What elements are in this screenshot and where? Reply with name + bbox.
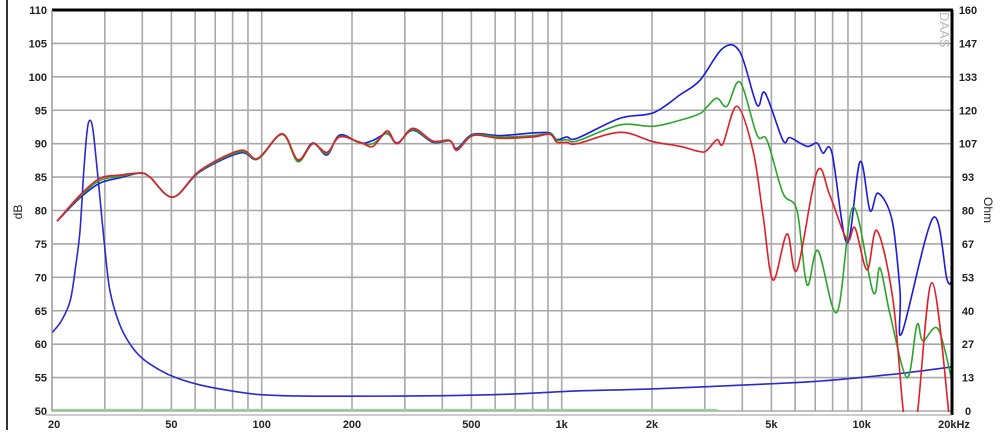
y-tick-label: 75 (35, 239, 47, 251)
x-tick-label: 10k (853, 419, 872, 431)
x-tick-label: 20 (48, 419, 60, 431)
x-tick-label: 500 (462, 419, 480, 431)
y2-tick-label: 0 (965, 406, 971, 418)
y-tick-label: 110 (29, 5, 47, 17)
y2-tick-label: 107 (959, 139, 977, 151)
y2-tick-label: 40 (962, 306, 974, 318)
y-tick-label: 95 (35, 105, 47, 117)
y2-tick-label: 53 (962, 272, 974, 284)
y-axis-label: dB (11, 205, 25, 220)
x-axis-ticks: 20 50 100 200 500 1k 2k 5k 10k 20kHz (48, 419, 970, 431)
series-line-0 (56, 43, 952, 336)
y2-tick-label: 147 (959, 38, 977, 50)
grid (51, 9, 953, 412)
y2-tick-label: 13 (962, 373, 974, 385)
x-tick-label: 5k (765, 419, 778, 431)
y-tick-label: 85 (35, 172, 47, 184)
series-group (52, 43, 952, 412)
y-tick-label: 70 (35, 272, 47, 284)
y2-tick-label: 133 (959, 72, 977, 84)
y-tick-label: 65 (35, 306, 47, 318)
y2-tick-label: 67 (962, 239, 974, 251)
y-axis-ticks: 50 55 60 65 70 75 80 85 90 95 100 105 110 (29, 5, 47, 418)
y2-axis-label: Ohm (981, 197, 995, 223)
y2-tick-label: 93 (962, 172, 974, 184)
series-line-3 (52, 119, 952, 398)
plot-frame (46, 8, 954, 416)
y-tick-label: 90 (35, 139, 47, 151)
y-tick-label: 60 (35, 339, 47, 351)
y2-tick-label: 120 (959, 105, 977, 117)
y-tick-label: 100 (29, 72, 47, 84)
y-tick-label: 55 (35, 373, 47, 385)
y2-tick-label: 27 (962, 339, 974, 351)
x-tick-label: 20kHz (938, 419, 970, 431)
series-line-1 (56, 80, 952, 382)
y2-axis-ticks: 0 13 27 40 53 67 80 93 107 120 133 147 160 (959, 5, 977, 418)
series-line-2 (56, 105, 950, 412)
y-tick-label: 105 (29, 38, 47, 50)
y-tick-label: 80 (35, 206, 47, 218)
x-tick-label: 100 (253, 419, 271, 431)
x-tick-label: 1k (556, 419, 569, 431)
x-tick-label: 50 (165, 419, 177, 431)
x-tick-label: 2k (646, 419, 659, 431)
watermark: DAAS (937, 12, 952, 48)
y2-tick-label: 80 (962, 206, 974, 218)
y-tick-label: 50 (35, 406, 47, 418)
y2-tick-label: 160 (959, 5, 977, 17)
x-tick-label: 200 (343, 419, 361, 431)
